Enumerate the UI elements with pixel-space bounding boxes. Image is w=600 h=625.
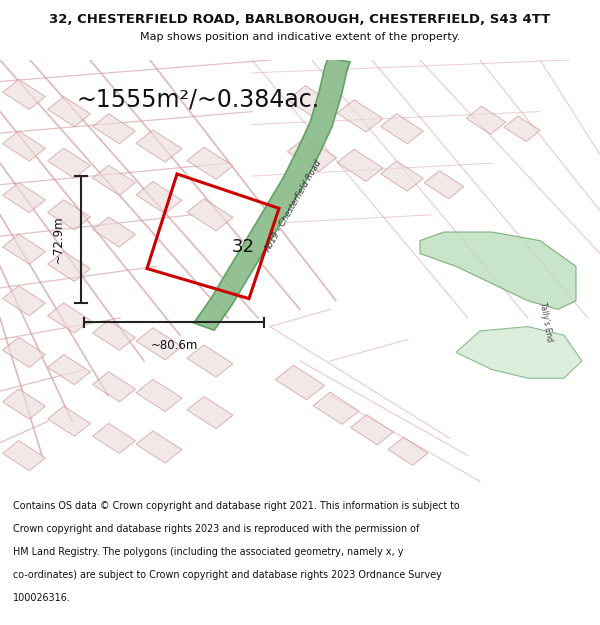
Polygon shape xyxy=(287,86,337,120)
Polygon shape xyxy=(2,131,46,161)
Polygon shape xyxy=(456,327,582,378)
Polygon shape xyxy=(136,379,182,411)
Text: Tally's End: Tally's End xyxy=(538,302,554,343)
Polygon shape xyxy=(136,328,182,360)
Polygon shape xyxy=(466,106,506,134)
Polygon shape xyxy=(313,392,359,424)
Polygon shape xyxy=(2,286,46,316)
Polygon shape xyxy=(92,372,136,402)
Polygon shape xyxy=(2,389,46,419)
Polygon shape xyxy=(350,415,394,445)
Polygon shape xyxy=(194,58,350,330)
Polygon shape xyxy=(47,148,91,178)
Text: Map shows position and indicative extent of the property.: Map shows position and indicative extent… xyxy=(140,32,460,42)
Polygon shape xyxy=(47,303,91,333)
Polygon shape xyxy=(2,234,46,264)
Text: 100026316.: 100026316. xyxy=(13,592,71,602)
Text: A619 - Chesterfield Road: A619 - Chesterfield Road xyxy=(264,159,324,254)
Text: HM Land Registry. The polygons (including the associated geometry, namely x, y: HM Land Registry. The polygons (includin… xyxy=(13,547,404,557)
Text: Crown copyright and database rights 2023 and is reproduced with the permission o: Crown copyright and database rights 2023… xyxy=(13,524,419,534)
Polygon shape xyxy=(187,147,233,179)
Polygon shape xyxy=(420,232,576,309)
Polygon shape xyxy=(2,79,46,109)
Polygon shape xyxy=(337,149,383,181)
Polygon shape xyxy=(92,320,136,350)
Polygon shape xyxy=(2,182,46,213)
Polygon shape xyxy=(136,181,182,214)
Polygon shape xyxy=(187,396,233,429)
Polygon shape xyxy=(187,345,233,377)
Polygon shape xyxy=(424,171,464,199)
Polygon shape xyxy=(92,423,136,453)
Polygon shape xyxy=(47,97,91,127)
Polygon shape xyxy=(136,130,182,162)
Polygon shape xyxy=(504,116,540,142)
Polygon shape xyxy=(92,166,136,196)
Polygon shape xyxy=(337,100,383,132)
Text: 32, CHESTERFIELD ROAD, BARLBOROUGH, CHESTERFIELD, S43 4TT: 32, CHESTERFIELD ROAD, BARLBOROUGH, CHES… xyxy=(49,13,551,26)
Polygon shape xyxy=(47,200,91,230)
Text: ~72.9m: ~72.9m xyxy=(52,216,65,263)
Polygon shape xyxy=(287,138,337,172)
Text: co-ordinates) are subject to Crown copyright and database rights 2023 Ordnance S: co-ordinates) are subject to Crown copyr… xyxy=(13,569,442,579)
Text: ~80.6m: ~80.6m xyxy=(151,339,197,352)
Polygon shape xyxy=(47,251,91,281)
Polygon shape xyxy=(47,406,91,436)
Polygon shape xyxy=(92,114,136,144)
Polygon shape xyxy=(380,161,424,191)
Polygon shape xyxy=(92,217,136,247)
Polygon shape xyxy=(388,438,428,465)
Polygon shape xyxy=(2,441,46,471)
Text: Contains OS data © Crown copyright and database right 2021. This information is : Contains OS data © Crown copyright and d… xyxy=(13,501,460,511)
Polygon shape xyxy=(187,199,233,231)
Text: 32: 32 xyxy=(232,238,254,256)
Polygon shape xyxy=(47,354,91,384)
Polygon shape xyxy=(275,365,325,400)
Polygon shape xyxy=(136,431,182,463)
Text: ~1555m²/~0.384ac.: ~1555m²/~0.384ac. xyxy=(76,88,320,112)
Polygon shape xyxy=(2,338,46,367)
Polygon shape xyxy=(380,114,424,144)
